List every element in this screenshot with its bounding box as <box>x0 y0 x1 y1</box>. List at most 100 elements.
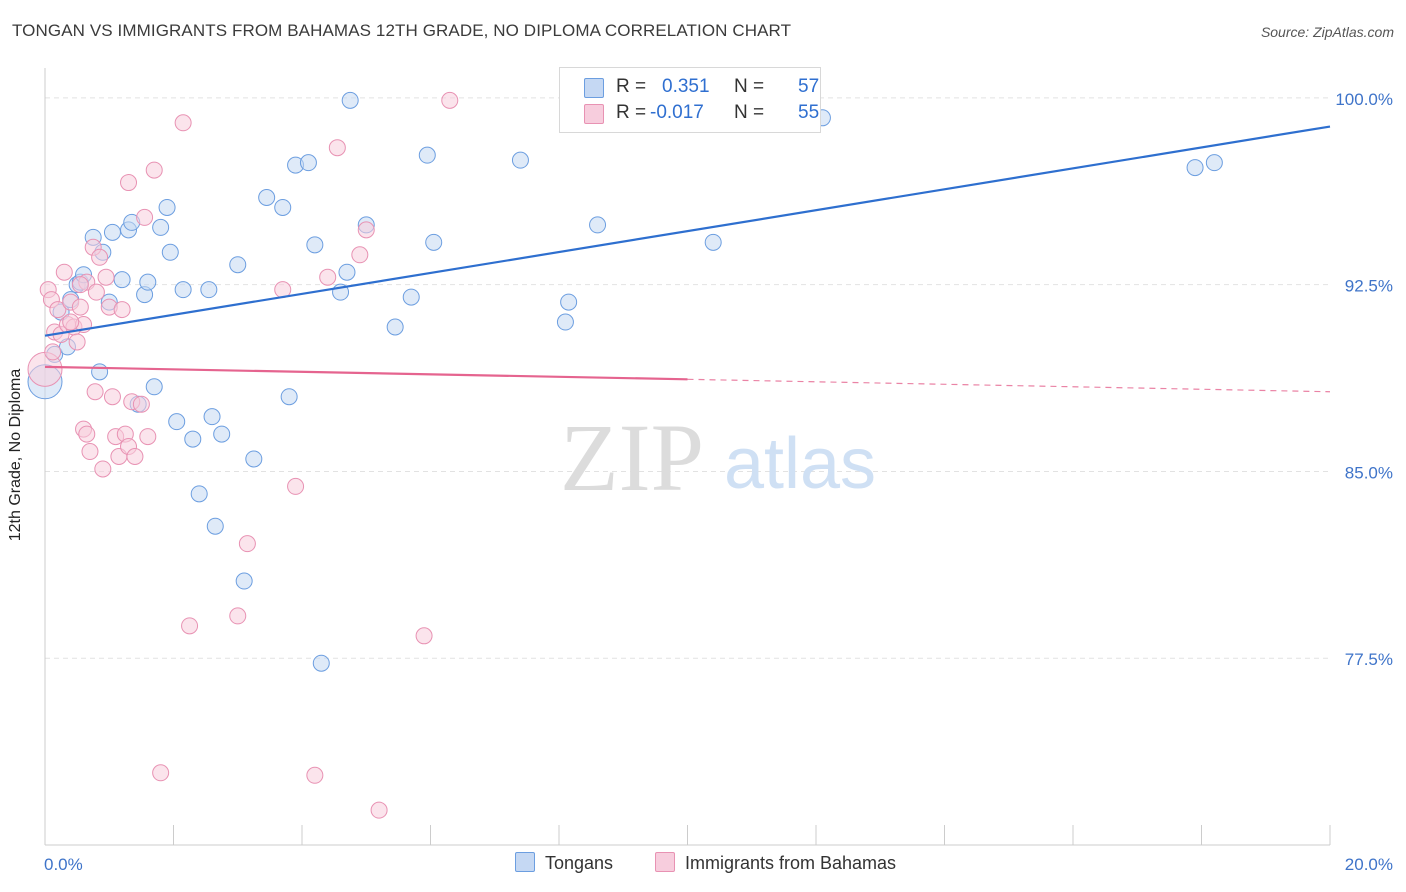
watermark: ZIP atlas <box>560 404 876 511</box>
bahamas-point <box>328 139 346 157</box>
series-swatch-bahamas <box>655 852 675 872</box>
tongans-point <box>338 263 356 281</box>
legend-swatch-tongans <box>584 78 604 98</box>
stats-legend: R = 0.351 N = 57 R = -0.017 N = 55 <box>559 67 821 133</box>
bahamas-point <box>62 313 80 331</box>
bahamas-point <box>94 460 112 478</box>
tongans-point <box>312 654 330 672</box>
tongans-point <box>341 91 359 109</box>
tongans-point <box>402 288 420 306</box>
bahamas-point <box>44 343 62 361</box>
bahamas-point <box>126 448 144 465</box>
legend-r-value: 0.351 <box>662 76 710 97</box>
grid-lines <box>45 97 1330 659</box>
y-axis-label-wrap: 12th Grade, No Diploma <box>7 369 36 542</box>
series-legend-tongans: Tongans <box>515 852 613 874</box>
tongans-point <box>425 233 443 251</box>
legend-r-value: -0.017 <box>650 102 704 123</box>
tongans-point <box>245 450 263 468</box>
tongans-point <box>168 413 186 431</box>
tongans-point <box>184 430 202 448</box>
bahamas-point <box>357 221 375 239</box>
bahamas-point <box>152 764 170 782</box>
bahamas-point <box>71 298 89 316</box>
tongans-point <box>1186 159 1204 177</box>
bahamas-point <box>103 388 121 406</box>
watermark-zip: ZIP <box>560 404 704 511</box>
tongans-point <box>235 572 253 590</box>
tongans-point <box>158 198 176 216</box>
legend-r-label: R = <box>616 102 647 123</box>
tongans-point <box>190 485 208 503</box>
bahamas-point <box>136 208 154 226</box>
tongans-point <box>386 318 404 336</box>
tongans-point <box>589 216 607 234</box>
tongans-point <box>299 154 317 172</box>
bahamas-point <box>319 268 337 286</box>
bahamas-point <box>132 395 150 413</box>
y-tick-label: 92.5% <box>1345 277 1393 296</box>
bahamas-point <box>97 268 115 286</box>
legend-swatch-bahamas <box>584 104 604 124</box>
tongans-point <box>556 313 574 331</box>
bahamas-point <box>370 801 388 819</box>
series-legend: Tongans Immigrants from Bahamas <box>0 852 1406 878</box>
bahamas-point <box>145 161 163 179</box>
tongans-point <box>206 517 224 535</box>
tongans-point <box>418 146 436 164</box>
bahamas-point <box>229 607 247 625</box>
tongans-point <box>91 363 109 381</box>
tongans-point <box>511 151 529 169</box>
bahamas-point <box>238 535 256 553</box>
bahamas-point <box>113 301 131 319</box>
tongans-point <box>145 378 163 396</box>
bahamas-point <box>71 276 89 294</box>
legend-n-value: 57 <box>798 76 820 97</box>
bahamas-point <box>351 246 369 264</box>
tongans-point <box>1205 154 1223 172</box>
chart-source: Source: ZipAtlas.com <box>1260 24 1394 40</box>
x-tick-label: 0.0% <box>44 855 83 874</box>
bahamas-point <box>87 283 105 301</box>
tongans-point <box>161 243 179 261</box>
legend-n-label: N = <box>734 76 765 97</box>
bahamas-point <box>120 174 138 192</box>
series-legend-label: Immigrants from Bahamas <box>685 853 897 873</box>
bahamas-point <box>86 383 104 401</box>
chart-title: TONGAN VS IMMIGRANTS FROM BAHAMAS 12TH G… <box>12 21 792 40</box>
watermark-atlas: atlas <box>724 424 876 504</box>
y-tick-label: 85.0% <box>1345 463 1393 482</box>
series-legend-bahamas: Immigrants from Bahamas <box>655 852 896 874</box>
tongans-point <box>213 425 231 443</box>
bahamas-point <box>441 91 459 109</box>
tongans-point <box>174 281 192 299</box>
tongans-point <box>200 281 218 299</box>
tongans-point <box>280 388 298 406</box>
tongans-point <box>139 273 157 291</box>
bahamas-point <box>55 263 73 281</box>
tongans-point <box>560 293 578 311</box>
y-tick-label: 100.0% <box>1335 90 1393 109</box>
bahamas-trend-line-dashed <box>687 378 1331 393</box>
axes <box>44 68 1331 846</box>
tongans-point <box>103 223 121 241</box>
tongans-trend-line <box>44 125 1331 337</box>
tongans-point <box>306 236 324 254</box>
bahamas-point <box>81 443 99 461</box>
bahamas-trend-line <box>44 365 688 381</box>
series-legend-label: Tongans <box>545 853 614 873</box>
bahamas-point <box>306 766 324 784</box>
legend-n-label: N = <box>734 102 765 123</box>
tick-labels: 100.0% 92.5% 85.0% 77.5% 0.0% 20.0% <box>44 90 1393 874</box>
tongans-point <box>229 256 247 274</box>
legend-n-value: 55 <box>798 102 820 123</box>
bahamas-point <box>174 114 192 132</box>
tongans-point <box>274 198 292 216</box>
bahamas-point <box>68 333 86 351</box>
data-points <box>27 91 1223 819</box>
bahamas-point <box>181 617 199 635</box>
bahamas-point <box>49 301 67 319</box>
y-axis-label: 12th Grade, No Diploma <box>7 368 24 542</box>
series-swatch-tongans <box>515 852 535 872</box>
bahamas-point <box>139 428 157 446</box>
